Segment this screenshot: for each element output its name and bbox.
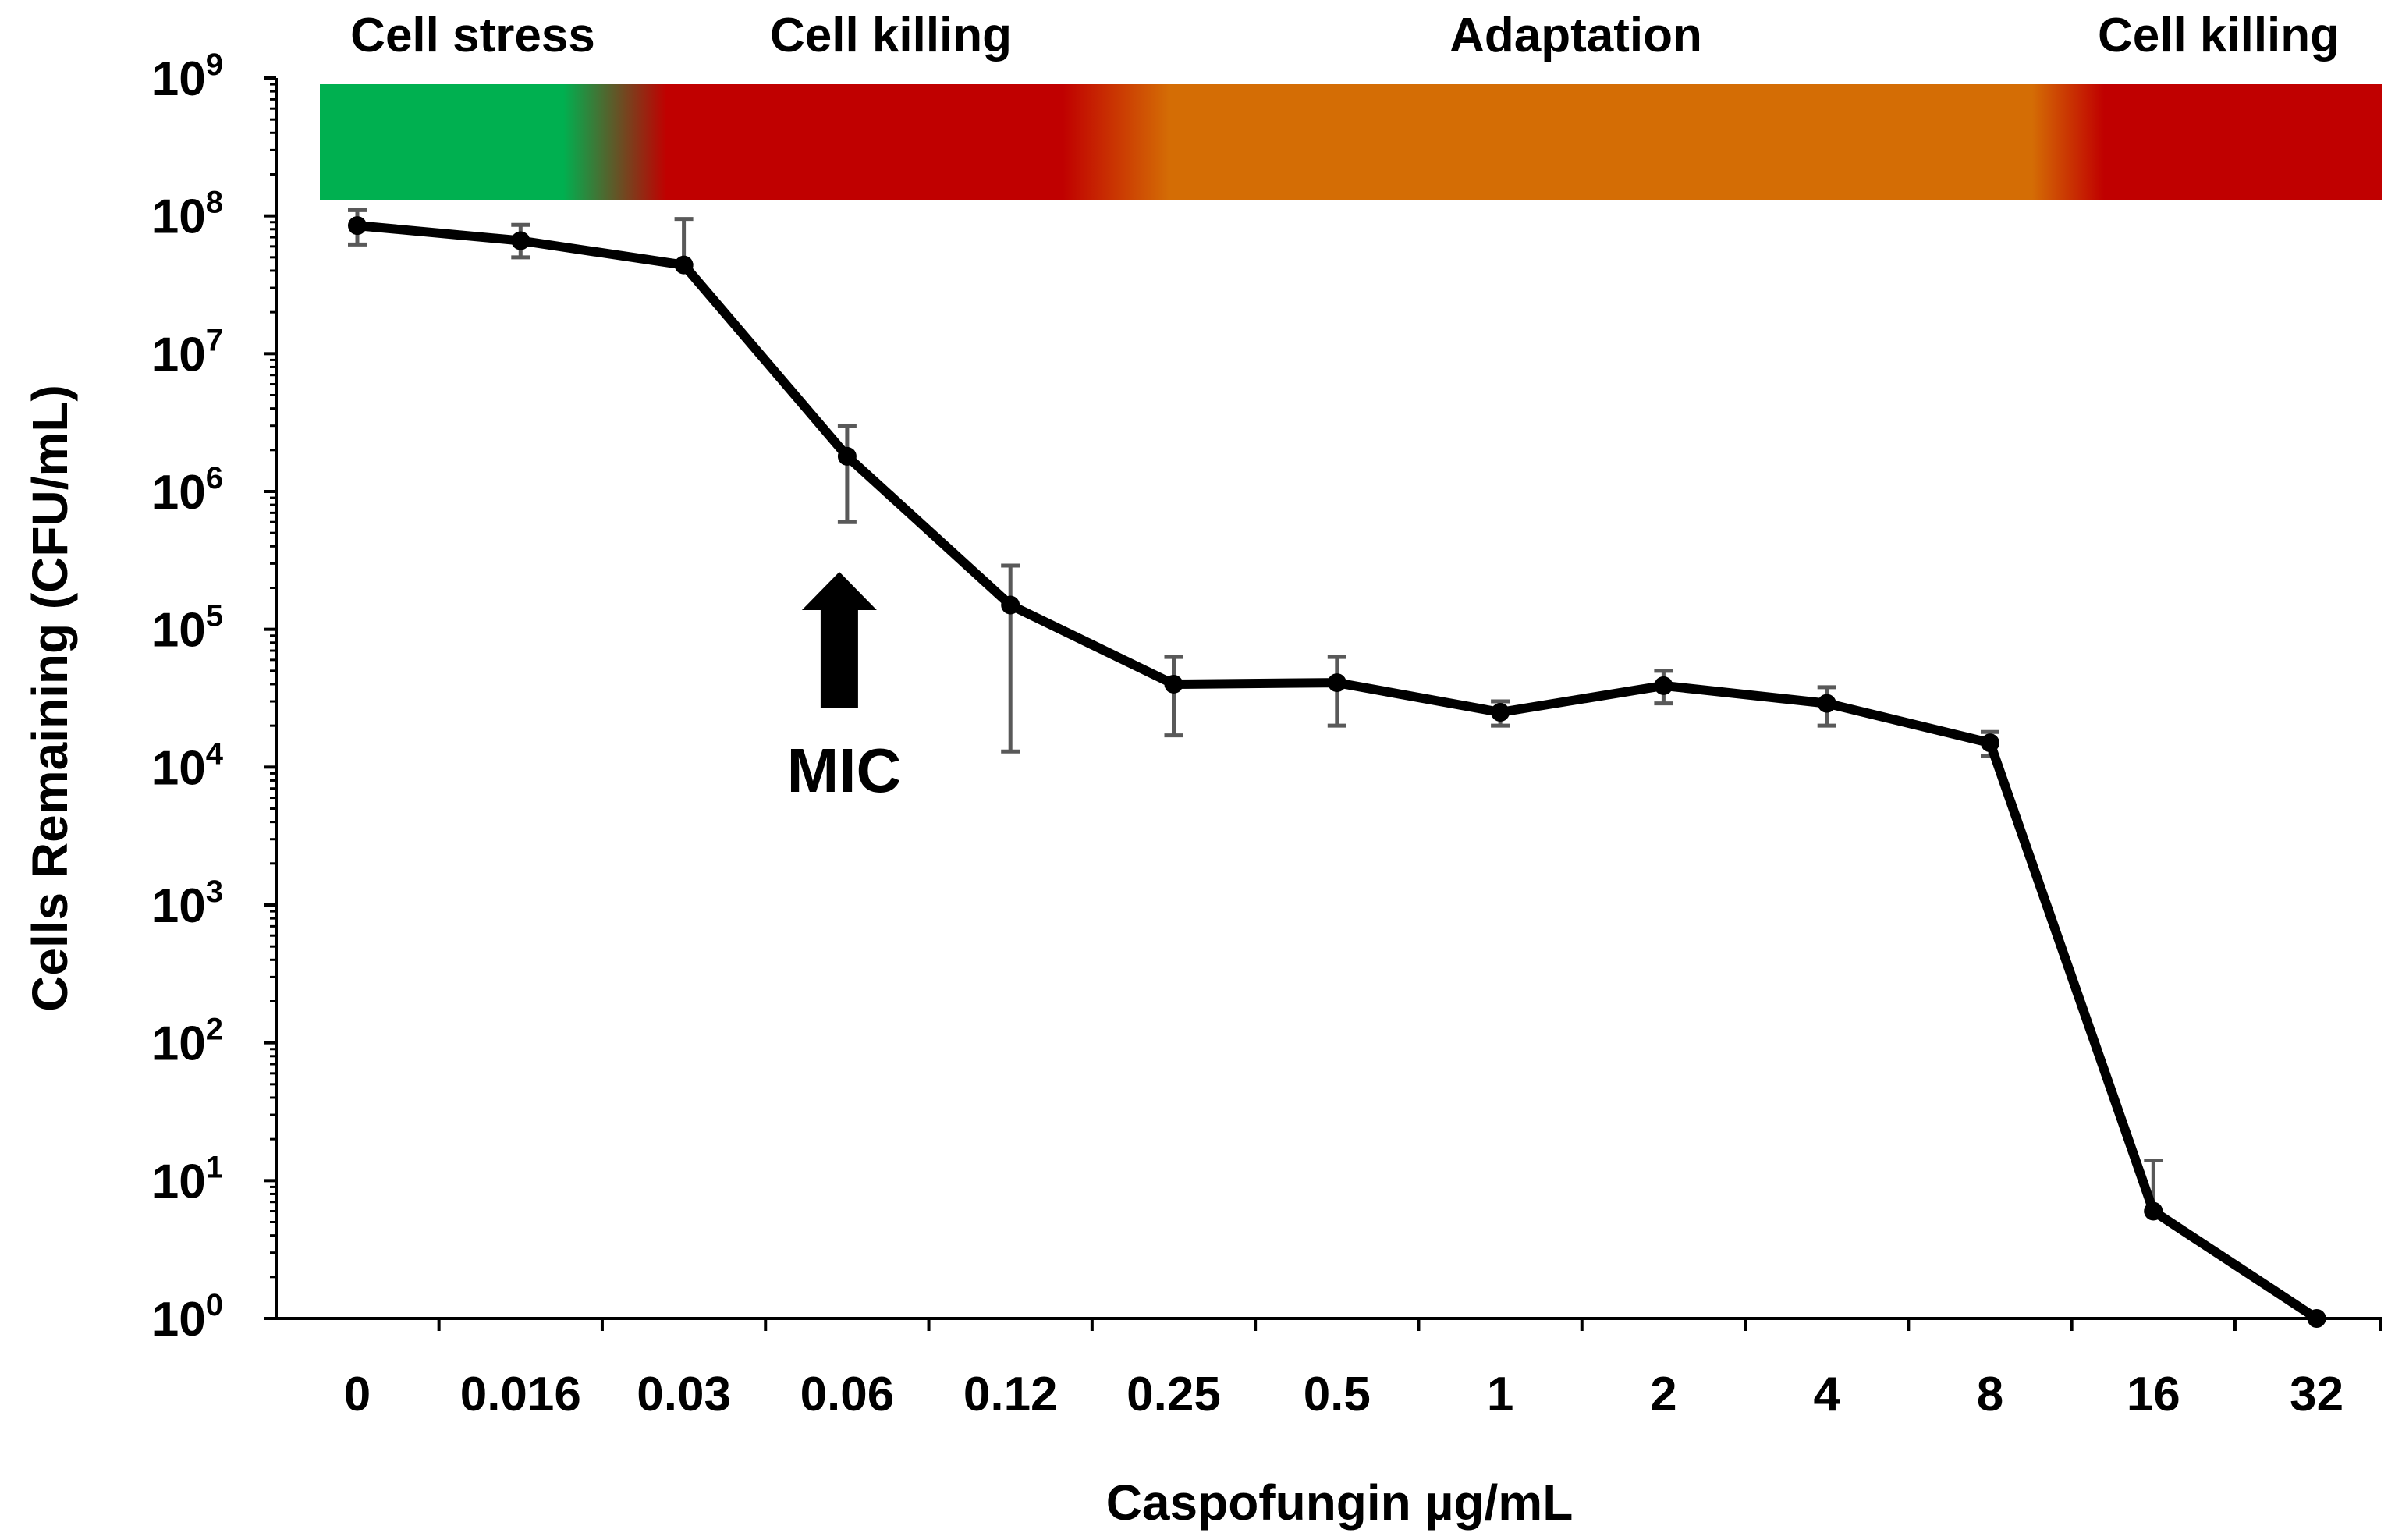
y-tick-label: 100: [152, 1288, 223, 1347]
y-axis-title: Cells Remaining (CFU/mL): [22, 385, 78, 1012]
data-point: [348, 216, 367, 236]
x-tick-label: 0.016: [460, 1368, 581, 1421]
x-tick-label: 16: [2127, 1368, 2180, 1421]
phase-label-adaptation: Adaptation: [1449, 9, 1702, 62]
data-point: [1981, 733, 1999, 753]
data-point: [1491, 703, 1510, 722]
x-axis-title: Caspofungin µg/mL: [1106, 1474, 1574, 1531]
x-tick-label: 0.06: [800, 1368, 895, 1421]
data-point: [1001, 595, 1020, 615]
x-tick-label: 0.03: [637, 1368, 731, 1421]
errorbar-group: [348, 208, 2163, 1214]
x-tick-label: 0: [344, 1368, 371, 1421]
y-tick-label: 101: [152, 1150, 223, 1208]
data-point: [1654, 676, 1673, 695]
data-point-group: [348, 216, 2326, 1328]
x-tick-label: 1: [1487, 1368, 1513, 1421]
data-point: [1817, 694, 1836, 713]
phase-gradient-bar: [320, 84, 2382, 200]
data-point: [2307, 1309, 2326, 1328]
data-point: [674, 255, 694, 275]
x-tick-label: 0.5: [1304, 1368, 1371, 1421]
y-tick-label: 109: [152, 48, 223, 106]
x-tick-label: 32: [2290, 1368, 2343, 1421]
mic-arrow-icon: [801, 572, 877, 708]
data-point: [1164, 674, 1183, 694]
data-point: [837, 446, 857, 466]
y-tick-label: 108: [152, 186, 223, 244]
x-tick-label: 8: [1977, 1368, 2003, 1421]
x-tick-label: 2: [1650, 1368, 1676, 1421]
data-point: [1327, 673, 1346, 693]
mic-annotation: MIC: [787, 572, 902, 805]
phase-label-cell-killing-1: Cell killing: [770, 9, 1012, 62]
phase-bar-group: Cell stress Cell killing Adaptation Cell…: [320, 9, 2382, 200]
y-tick-label: 103: [152, 875, 223, 933]
x-tick-label: 0.25: [1126, 1368, 1221, 1421]
y-tick-label: 104: [152, 736, 224, 795]
y-tick-label: 106: [152, 461, 223, 520]
data-point: [2144, 1201, 2163, 1221]
mic-label: MIC: [787, 736, 902, 805]
y-tick-label: 105: [152, 599, 223, 658]
y-tick-label: 102: [152, 1013, 223, 1071]
x-tick-label: 0.12: [963, 1368, 1058, 1421]
x-tick-label: 4: [1813, 1368, 1840, 1421]
axes-group: [275, 78, 2382, 1320]
phase-label-cell-killing-2: Cell killing: [2098, 9, 2340, 62]
phase-label-cell-stress: Cell stress: [350, 9, 595, 62]
data-point: [511, 231, 530, 250]
x-tick-group: 0 0.016 0.03 0.06 0.12 0.25 0.5 1 2 4 8 16 32: [344, 1318, 2382, 1421]
y-tick-label: 107: [152, 323, 223, 381]
y-tick-group: 100 101 102 103 104 105 106 107 108 109: [152, 48, 276, 1347]
series-line: [353, 221, 2322, 1323]
